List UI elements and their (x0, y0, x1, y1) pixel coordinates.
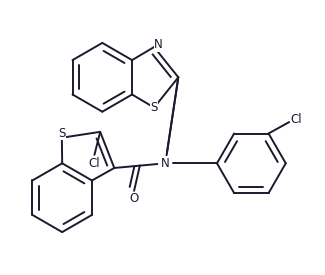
Text: O: O (129, 192, 139, 205)
Text: N: N (154, 38, 163, 51)
Text: S: S (58, 126, 66, 140)
Text: Cl: Cl (89, 158, 100, 170)
Text: Cl: Cl (290, 113, 302, 126)
Text: S: S (150, 101, 158, 114)
Text: N: N (161, 157, 170, 170)
